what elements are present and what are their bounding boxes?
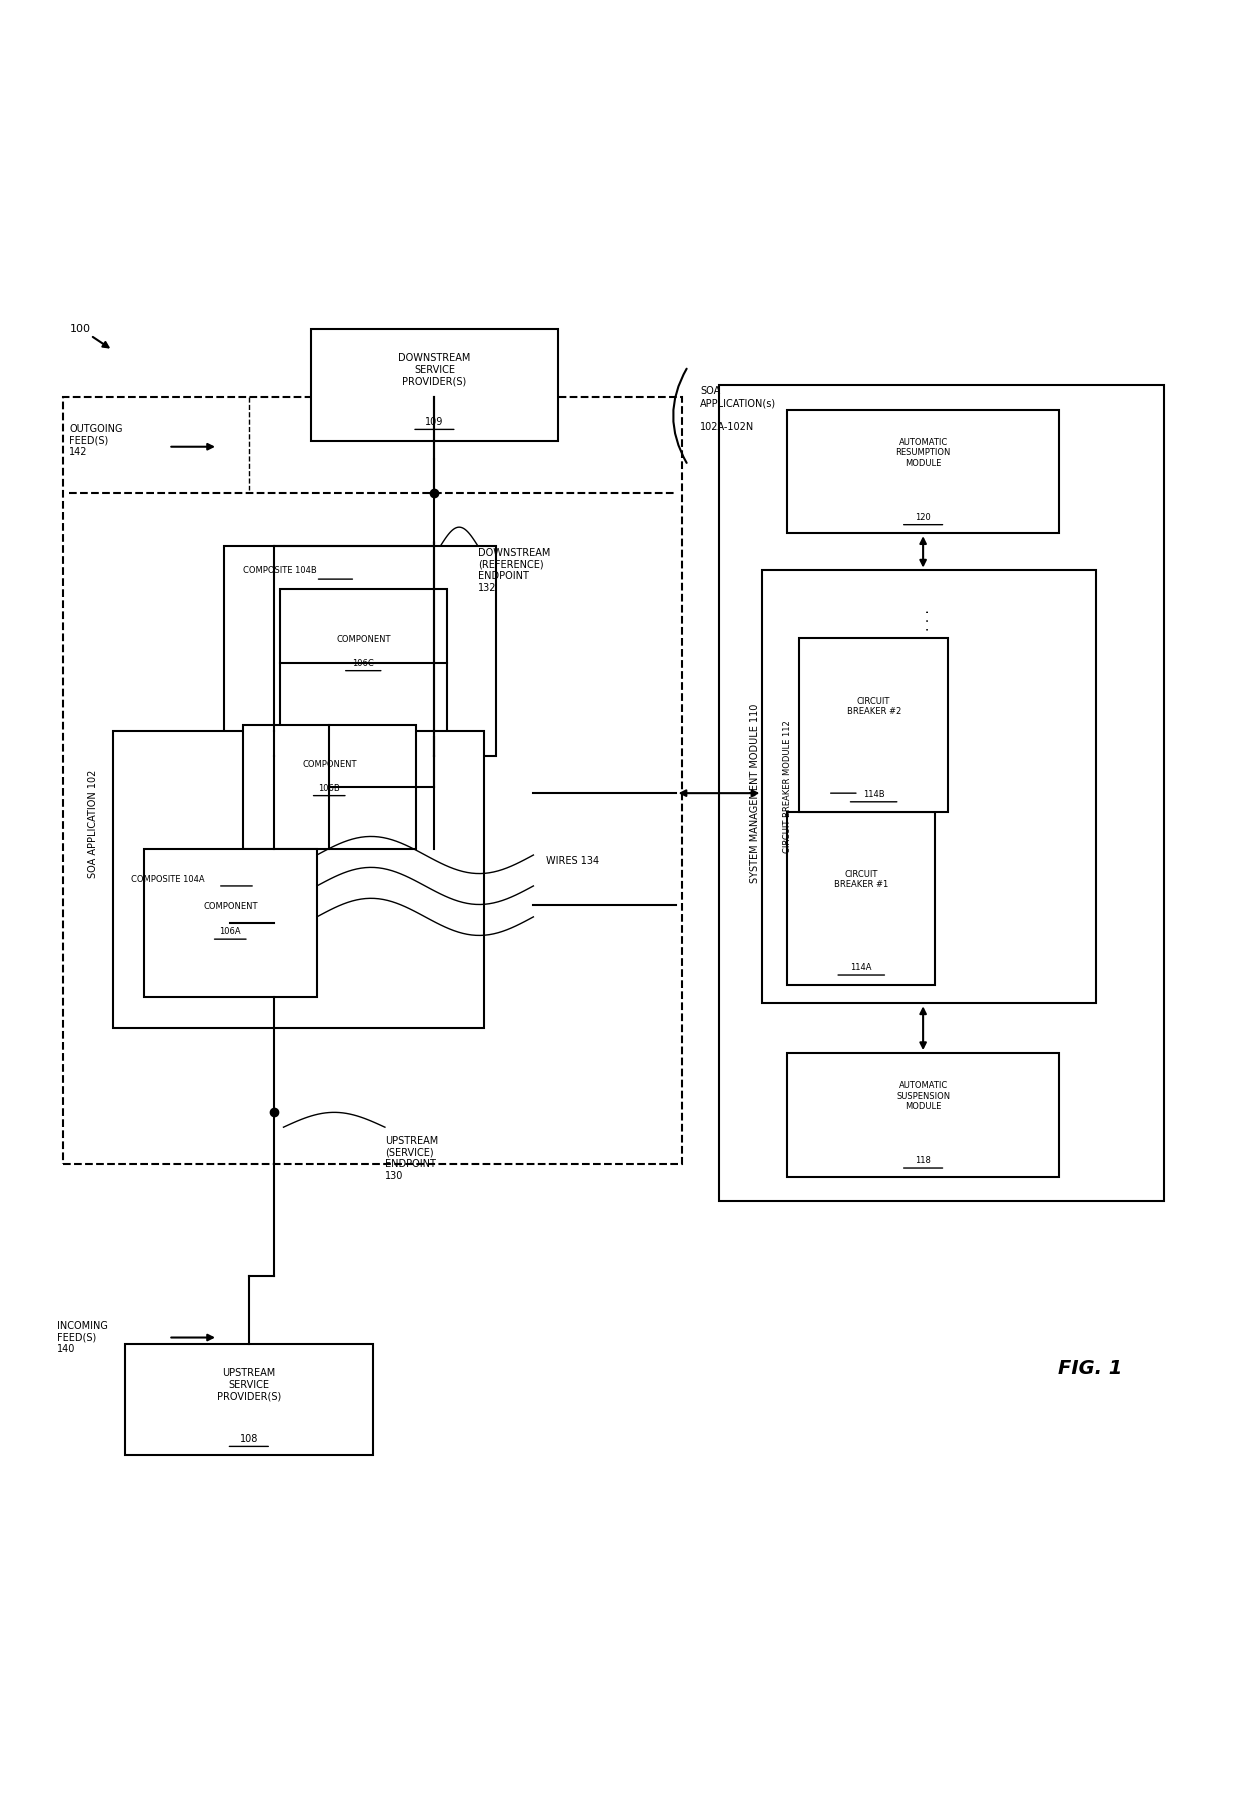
Text: 120: 120 (915, 512, 931, 521)
FancyBboxPatch shape (719, 385, 1164, 1201)
Text: COMPONENT: COMPONENT (303, 760, 357, 769)
Text: 118: 118 (915, 1156, 931, 1165)
Text: WIRES 134: WIRES 134 (546, 856, 599, 867)
Text: UPSTREAM
(SERVICE)
ENDPOINT
130: UPSTREAM (SERVICE) ENDPOINT 130 (384, 1136, 438, 1181)
Text: FIG. 1: FIG. 1 (1058, 1359, 1122, 1378)
FancyBboxPatch shape (125, 1344, 372, 1454)
Text: 109: 109 (425, 418, 444, 427)
Text: 108: 108 (239, 1435, 258, 1444)
FancyBboxPatch shape (243, 725, 415, 848)
Text: 106A: 106A (219, 928, 241, 937)
FancyBboxPatch shape (787, 812, 935, 984)
FancyBboxPatch shape (224, 546, 496, 756)
Text: SYSTEM MANAGEMENT MODULE 110: SYSTEM MANAGEMENT MODULE 110 (750, 704, 760, 883)
FancyBboxPatch shape (113, 731, 484, 1028)
Text: COMPOSITE 104A: COMPOSITE 104A (131, 876, 205, 885)
Text: OUTGOING
FEED(S)
142: OUTGOING FEED(S) 142 (69, 423, 123, 458)
Text: DOWNSTREAM
(REFERENCE)
ENDPOINT
132: DOWNSTREAM (REFERENCE) ENDPOINT 132 (477, 548, 551, 593)
Text: AUTOMATIC
RESUMPTION
MODULE: AUTOMATIC RESUMPTION MODULE (895, 438, 951, 469)
FancyBboxPatch shape (280, 590, 446, 738)
FancyBboxPatch shape (144, 848, 317, 997)
Text: SOA
APPLICATION(s): SOA APPLICATION(s) (701, 387, 776, 409)
Text: AUTOMATIC
SUSPENSION
MODULE: AUTOMATIC SUSPENSION MODULE (897, 1082, 950, 1111)
FancyBboxPatch shape (787, 409, 1059, 534)
Text: 100: 100 (69, 324, 91, 335)
FancyBboxPatch shape (63, 398, 682, 1165)
Text: 106C: 106C (352, 658, 374, 668)
Text: SOA APPLICATION 102: SOA APPLICATION 102 (88, 771, 98, 877)
Text: COMPONENT: COMPONENT (203, 903, 258, 912)
FancyBboxPatch shape (311, 329, 558, 441)
FancyBboxPatch shape (800, 639, 947, 812)
Text: CIRCUIT
BREAKER #2: CIRCUIT BREAKER #2 (847, 696, 900, 716)
Text: 114B: 114B (863, 791, 884, 800)
Text: 102A-102N: 102A-102N (701, 421, 755, 432)
Text: DOWNSTREAM
SERVICE
PROVIDER(S): DOWNSTREAM SERVICE PROVIDER(S) (398, 353, 471, 387)
Text: 114A: 114A (851, 962, 872, 971)
Text: CIRCUIT
BREAKER #1: CIRCUIT BREAKER #1 (835, 870, 888, 890)
FancyBboxPatch shape (787, 1053, 1059, 1176)
Text: · · ·: · · · (923, 610, 936, 631)
Text: INCOMING
FEED(S)
140: INCOMING FEED(S) 140 (57, 1321, 108, 1355)
Text: 106B: 106B (319, 783, 340, 792)
Text: UPSTREAM
SERVICE
PROVIDER(S): UPSTREAM SERVICE PROVIDER(S) (217, 1368, 281, 1402)
FancyBboxPatch shape (763, 570, 1096, 1004)
Text: COMPOSITE 104B: COMPOSITE 104B (243, 566, 316, 575)
Text: CIRCUIT BREAKER MODULE 112: CIRCUIT BREAKER MODULE 112 (784, 720, 792, 854)
Text: COMPONENT: COMPONENT (336, 635, 391, 644)
